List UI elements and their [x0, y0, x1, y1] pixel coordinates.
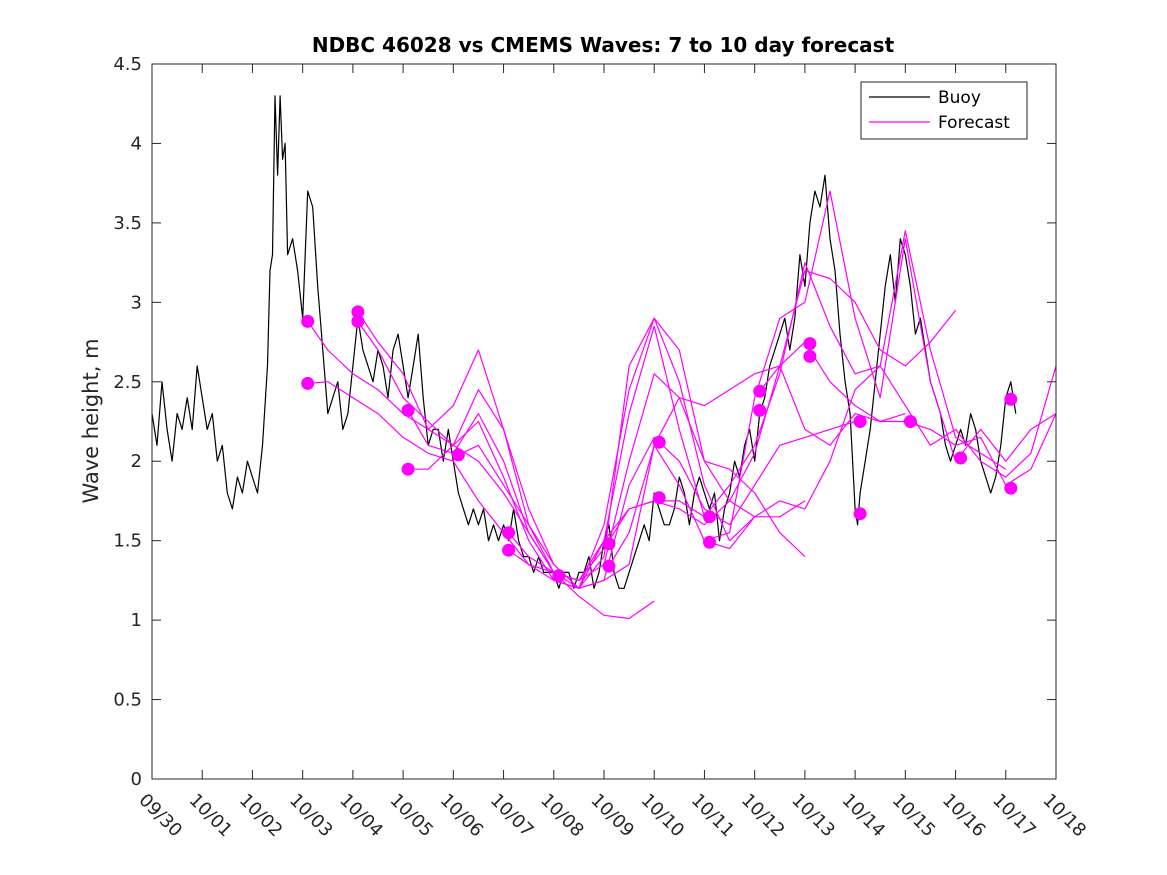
forecast-start-marker: [451, 448, 465, 462]
forecast-start-marker: [1004, 481, 1018, 495]
forecast-series-line-6: [408, 389, 856, 589]
buoy-layer: [151, 95, 1017, 589]
y-tick-label: 2: [131, 451, 142, 472]
forecast-start-marker: [602, 537, 616, 551]
forecast-start-marker: [301, 314, 315, 328]
y-tick-label: 1.5: [113, 531, 142, 552]
forecast-start-marker: [652, 491, 666, 505]
forecast-start-marker: [903, 415, 917, 428]
forecast-start-marker: [602, 559, 616, 573]
buoy-series-line: [151, 95, 1017, 589]
forecast-start-marker: [853, 507, 867, 521]
forecast-series-line-7: [458, 365, 906, 589]
forecast-start-marker: [552, 569, 566, 583]
y-tick-label: 3: [131, 292, 142, 313]
forecast-start-marker: [301, 376, 315, 390]
forecast-start-marker: [351, 314, 365, 328]
marker-layer: [301, 305, 1018, 583]
y-axis-label: Wave height, m: [79, 338, 103, 503]
forecast-series-line-11: [709, 365, 1057, 550]
axes-frame: [151, 63, 1057, 780]
legend-buoy-label: Buoy: [938, 88, 981, 108]
forecast-series-line-1: [307, 321, 655, 620]
forecast-start-marker: [401, 403, 415, 417]
forecast-start-marker: [753, 384, 767, 398]
y-tick-label: 0: [131, 769, 142, 790]
forecast-start-marker: [703, 535, 716, 549]
y-tick-label: 2.5: [113, 372, 142, 393]
y-tick-label: 4.5: [113, 54, 142, 75]
forecast-start-marker: [351, 305, 365, 319]
forecast-start-marker: [803, 337, 817, 351]
legend: Buoy Forecast: [860, 81, 1028, 140]
forecast-start-marker: [502, 543, 516, 557]
forecast-start-marker: [803, 349, 817, 363]
forecast-start-marker: [1004, 392, 1018, 406]
forecast-series-line-9: [508, 230, 1007, 582]
legend-box: [860, 81, 1028, 140]
forecast-series-line-10: [608, 190, 1057, 567]
forecast-layer: [307, 190, 1057, 620]
forecast-start-marker: [753, 403, 767, 417]
y-tick-label: 3.5: [113, 213, 142, 234]
plot-area: [151, 63, 1057, 780]
forecast-start-marker: [703, 510, 716, 524]
forecast-start-marker: [853, 415, 867, 428]
forecast-start-marker: [652, 435, 666, 449]
legend-forecast-label: Forecast: [938, 113, 1010, 133]
y-tick-label: 1: [131, 610, 142, 631]
forecast-start-marker: [401, 462, 415, 476]
y-tick-label: 0.5: [113, 690, 142, 711]
forecast-start-marker: [502, 526, 516, 540]
y-tick-label: 4: [131, 133, 142, 154]
chart-title: NDBC 46028 vs CMEMS Waves: 7 to 10 day f…: [312, 33, 895, 57]
forecast-start-marker: [954, 451, 968, 465]
y-tick-labels: 0 0.5 1 1.5 2 2.5 3 3.5 4 4.5: [113, 54, 142, 790]
